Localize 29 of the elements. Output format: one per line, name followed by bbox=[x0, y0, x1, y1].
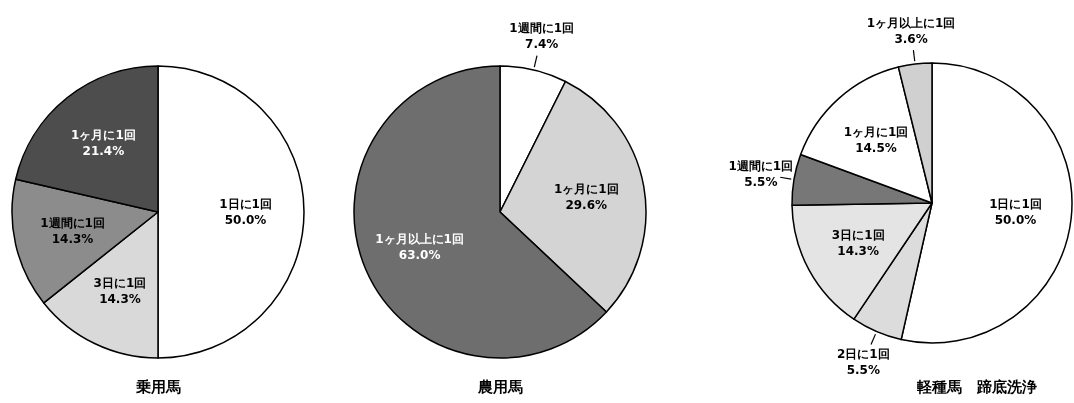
slice-label: 1ヶ月以上に1回 bbox=[866, 15, 956, 30]
data-label: 21.4% bbox=[82, 144, 125, 159]
data-label: 7.4% bbox=[525, 36, 559, 51]
slice-label: 1日に1回 bbox=[989, 197, 1042, 212]
data-label: 63.0% bbox=[398, 247, 441, 262]
slice-label: 2日に1回 bbox=[836, 347, 890, 362]
data-label: 14.3% bbox=[51, 232, 94, 247]
slice-label: 3日に1回 bbox=[93, 275, 147, 290]
data-label: 14.3% bbox=[99, 291, 141, 306]
slice-label: 1ヶ月以上に1回 bbox=[375, 231, 464, 246]
data-label: 5.5% bbox=[744, 174, 778, 189]
data-label: 14.5% bbox=[855, 141, 897, 156]
slice-label: 1週間に1回 bbox=[728, 158, 794, 173]
slice-label: 3日に1回 bbox=[831, 228, 885, 243]
slice-label: 1週間に1回 bbox=[40, 216, 105, 231]
slice-label: 1ヶ月に1回 bbox=[71, 128, 136, 143]
slice-label: 1日に1回 bbox=[219, 197, 272, 211]
data-label: 3.6% bbox=[894, 31, 928, 46]
slice-label: 1ヶ月に1回 bbox=[843, 125, 909, 140]
data-label: 50.0% bbox=[994, 213, 1037, 228]
text: 乗用馬 bbox=[134, 378, 181, 396]
data-label: 29.6% bbox=[565, 197, 608, 212]
slice-label: 1週間に1回 bbox=[509, 20, 575, 35]
data-label: 5.5% bbox=[846, 363, 880, 378]
text: 軽種馬 蹄底洗浄 bbox=[916, 378, 1037, 396]
text: 農用馬 bbox=[476, 378, 523, 396]
data-label: 14.3% bbox=[837, 244, 880, 259]
data-label: 50.0% bbox=[224, 213, 267, 227]
slice-label: 1ヶ月に1回 bbox=[553, 181, 619, 196]
